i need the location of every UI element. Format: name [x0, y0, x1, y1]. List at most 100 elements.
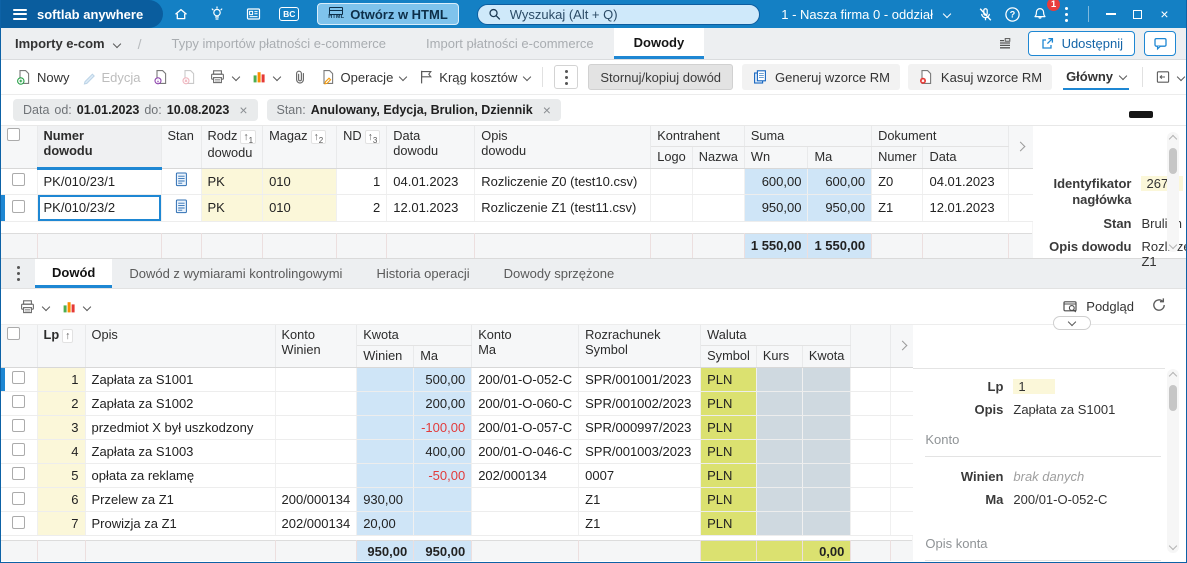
cell-data[interactable]: 04.01.2023 — [387, 168, 475, 195]
panel-collapse-toggle[interactable] — [1053, 316, 1091, 330]
col-header-opis-dowodu[interactable]: Opisdowodu — [475, 126, 651, 168]
maximize-button[interactable] — [1124, 3, 1151, 25]
col-group-dokument[interactable]: Dokument — [872, 126, 1009, 146]
cell-kwota-winien[interactable] — [357, 367, 414, 391]
cell-kurs[interactable] — [756, 439, 802, 463]
new-button[interactable]: Nowy — [10, 64, 76, 90]
row-checkbox[interactable] — [12, 395, 25, 408]
cell-kwota-winien[interactable] — [357, 415, 414, 439]
cell-kurs[interactable] — [756, 512, 802, 536]
cell-kurs[interactable] — [756, 391, 802, 415]
search-input[interactable] — [508, 6, 749, 23]
document-row-selected[interactable]: PK/010/23/2 PK 010 2 12.01.2023 Rozlicze… — [1, 195, 1033, 222]
cell-rozrachunek[interactable]: Z1 — [579, 512, 701, 536]
cell-lp[interactable]: 5 — [37, 463, 85, 487]
entry-row[interactable]: 5 opłata za reklamę -50,00 202/000134 00… — [1, 463, 913, 487]
cell-opis[interactable]: Zapłata za S1002 — [85, 391, 275, 415]
tab-historia-operacji[interactable]: Historia operacji — [359, 259, 486, 288]
view-selector-glowny[interactable]: Główny — [1063, 65, 1129, 90]
col-header-logo[interactable]: Logo — [651, 146, 692, 168]
delete-rm-button[interactable]: Kasuj wzorce RM — [908, 64, 1052, 90]
cell-kwota-winien[interactable] — [357, 439, 414, 463]
document-info-button[interactable] — [147, 64, 175, 90]
detail-value-ma[interactable]: 200/01-O-052-C — [1013, 492, 1107, 507]
refresh-button[interactable] — [1150, 296, 1168, 317]
row-checkbox[interactable] — [12, 516, 25, 529]
cell-rodz[interactable]: PK — [201, 195, 263, 222]
cell-magaz[interactable]: 010 — [263, 168, 337, 195]
col-group-suma[interactable]: Suma — [744, 126, 871, 146]
cell-waluta-kwota[interactable] — [802, 463, 851, 487]
notifications-bell-icon[interactable]: 1 — [1026, 3, 1053, 25]
cell-opis[interactable]: Zapłata za S1003 — [85, 439, 275, 463]
col-group-waluta[interactable]: Waluta — [701, 325, 851, 345]
cell-opis[interactable]: Rozliczenie Z0 (test10.csv) — [475, 168, 651, 195]
cell-numer-focused[interactable]: PK/010/23/2 — [37, 195, 161, 222]
vertical-scrollbar[interactable] — [1167, 132, 1179, 252]
entry-row[interactable]: 4 Zapłata za S1003 400,00 200/01-O-046-C… — [1, 439, 913, 463]
col-header-konto-winien[interactable]: KontoWinien — [275, 325, 357, 367]
cell-kurs[interactable] — [756, 463, 802, 487]
cell-rozrachunek[interactable]: 0007 — [579, 463, 701, 487]
cell-waluta[interactable]: PLN — [701, 463, 757, 487]
col-header-konto-ma[interactable]: KontoMa — [472, 325, 579, 367]
col-group-kwota[interactable]: Kwota — [357, 325, 472, 345]
cell-lp[interactable]: 6 — [37, 488, 85, 512]
cell-konto-winien[interactable] — [275, 415, 357, 439]
col-header-numer-dowodu[interactable]: Numerdowodu — [37, 126, 161, 168]
row-checkbox[interactable] — [12, 443, 25, 456]
hamburger-menu-icon[interactable] — [13, 6, 27, 22]
detail-value-opis[interactable]: Rozliczenie Z1 — [1141, 239, 1187, 269]
cell-nd[interactable]: 2 — [337, 195, 387, 222]
cell-opis[interactable]: Przelew za Z1 — [85, 488, 275, 512]
operations-button[interactable]: Operacje — [314, 64, 413, 90]
detail-value-winien[interactable]: brak danych — [1013, 469, 1084, 484]
cell-konto-ma[interactable] — [472, 488, 579, 512]
tab-dowod[interactable]: Dowód — [35, 259, 112, 288]
col-header-opis[interactable]: Opis — [85, 325, 275, 367]
col-header-rozrachunek[interactable]: RozrachunekSymbol — [579, 325, 701, 367]
cell-waluta[interactable]: PLN — [701, 391, 757, 415]
edit-button[interactable]: Edycja — [76, 64, 147, 90]
preview-button[interactable]: Podgląd — [1062, 299, 1134, 315]
cell-konto-winien[interactable] — [275, 463, 357, 487]
idea-lightbulb-icon[interactable] — [203, 2, 231, 26]
help-icon[interactable]: ? — [999, 3, 1026, 25]
print-button[interactable] — [13, 294, 55, 320]
row-checkbox[interactable] — [12, 371, 25, 384]
cell-ma[interactable]: 950,00 — [808, 195, 872, 222]
side-panel-toggle[interactable] — [1149, 64, 1187, 90]
row-checkbox[interactable] — [12, 200, 25, 213]
cell-konto-winien[interactable] — [275, 367, 357, 391]
cell-logo[interactable] — [651, 195, 692, 222]
cell-konto-ma[interactable]: 200/01-O-057-C — [472, 415, 579, 439]
cell-logo[interactable] — [651, 168, 692, 195]
cell-stan[interactable] — [161, 168, 201, 195]
cell-lp[interactable]: 7 — [37, 512, 85, 536]
cell-kwota-ma[interactable]: -50,00 — [414, 463, 472, 487]
cell-waluta-kwota[interactable] — [802, 512, 851, 536]
cell-dok-data[interactable]: 12.01.2023 — [923, 195, 1009, 222]
row-expander-column[interactable] — [891, 325, 913, 367]
news-icon[interactable] — [239, 2, 267, 26]
detail-value-lp[interactable]: 1 — [1013, 379, 1055, 394]
row-checkbox[interactable] — [12, 419, 25, 432]
entry-row[interactable]: 7 Prowizja za Z1 202/000134 20,00 Z1 PLN — [1, 512, 913, 536]
entry-row[interactable]: 6 Przelew za Z1 200/000134 930,00 Z1 PLN — [1, 488, 913, 512]
structure-tree-icon[interactable] — [992, 33, 1019, 55]
cell-data[interactable]: 12.01.2023 — [387, 195, 475, 222]
cell-rozrachunek[interactable]: Z1 — [579, 488, 701, 512]
col-header-kwota-winien[interactable]: Winien — [357, 345, 414, 367]
col-header-dok-numer[interactable]: Numer — [872, 146, 923, 168]
cell-konto-winien[interactable]: 200/000134 — [275, 488, 357, 512]
cell-kwota-winien[interactable] — [357, 463, 414, 487]
tab-import-platnosci[interactable]: Import płatności e-commerce — [406, 28, 614, 59]
generate-rm-button[interactable]: Generuj wzorce RM — [742, 64, 900, 90]
toolbar-more-kebab[interactable] — [554, 65, 578, 89]
cell-waluta-kwota[interactable] — [802, 488, 851, 512]
tab-dowody[interactable]: Dowody — [614, 28, 705, 59]
remove-filter-icon[interactable]: × — [543, 103, 551, 117]
storno-copy-button[interactable]: Stornuj/kopiuj dowód — [588, 64, 733, 90]
col-header-rodz-dowodu[interactable]: Rodz↑1 dowodu — [201, 126, 263, 168]
entry-row[interactable]: 3 przedmiot X był uszkodzony -100,00 200… — [1, 415, 913, 439]
